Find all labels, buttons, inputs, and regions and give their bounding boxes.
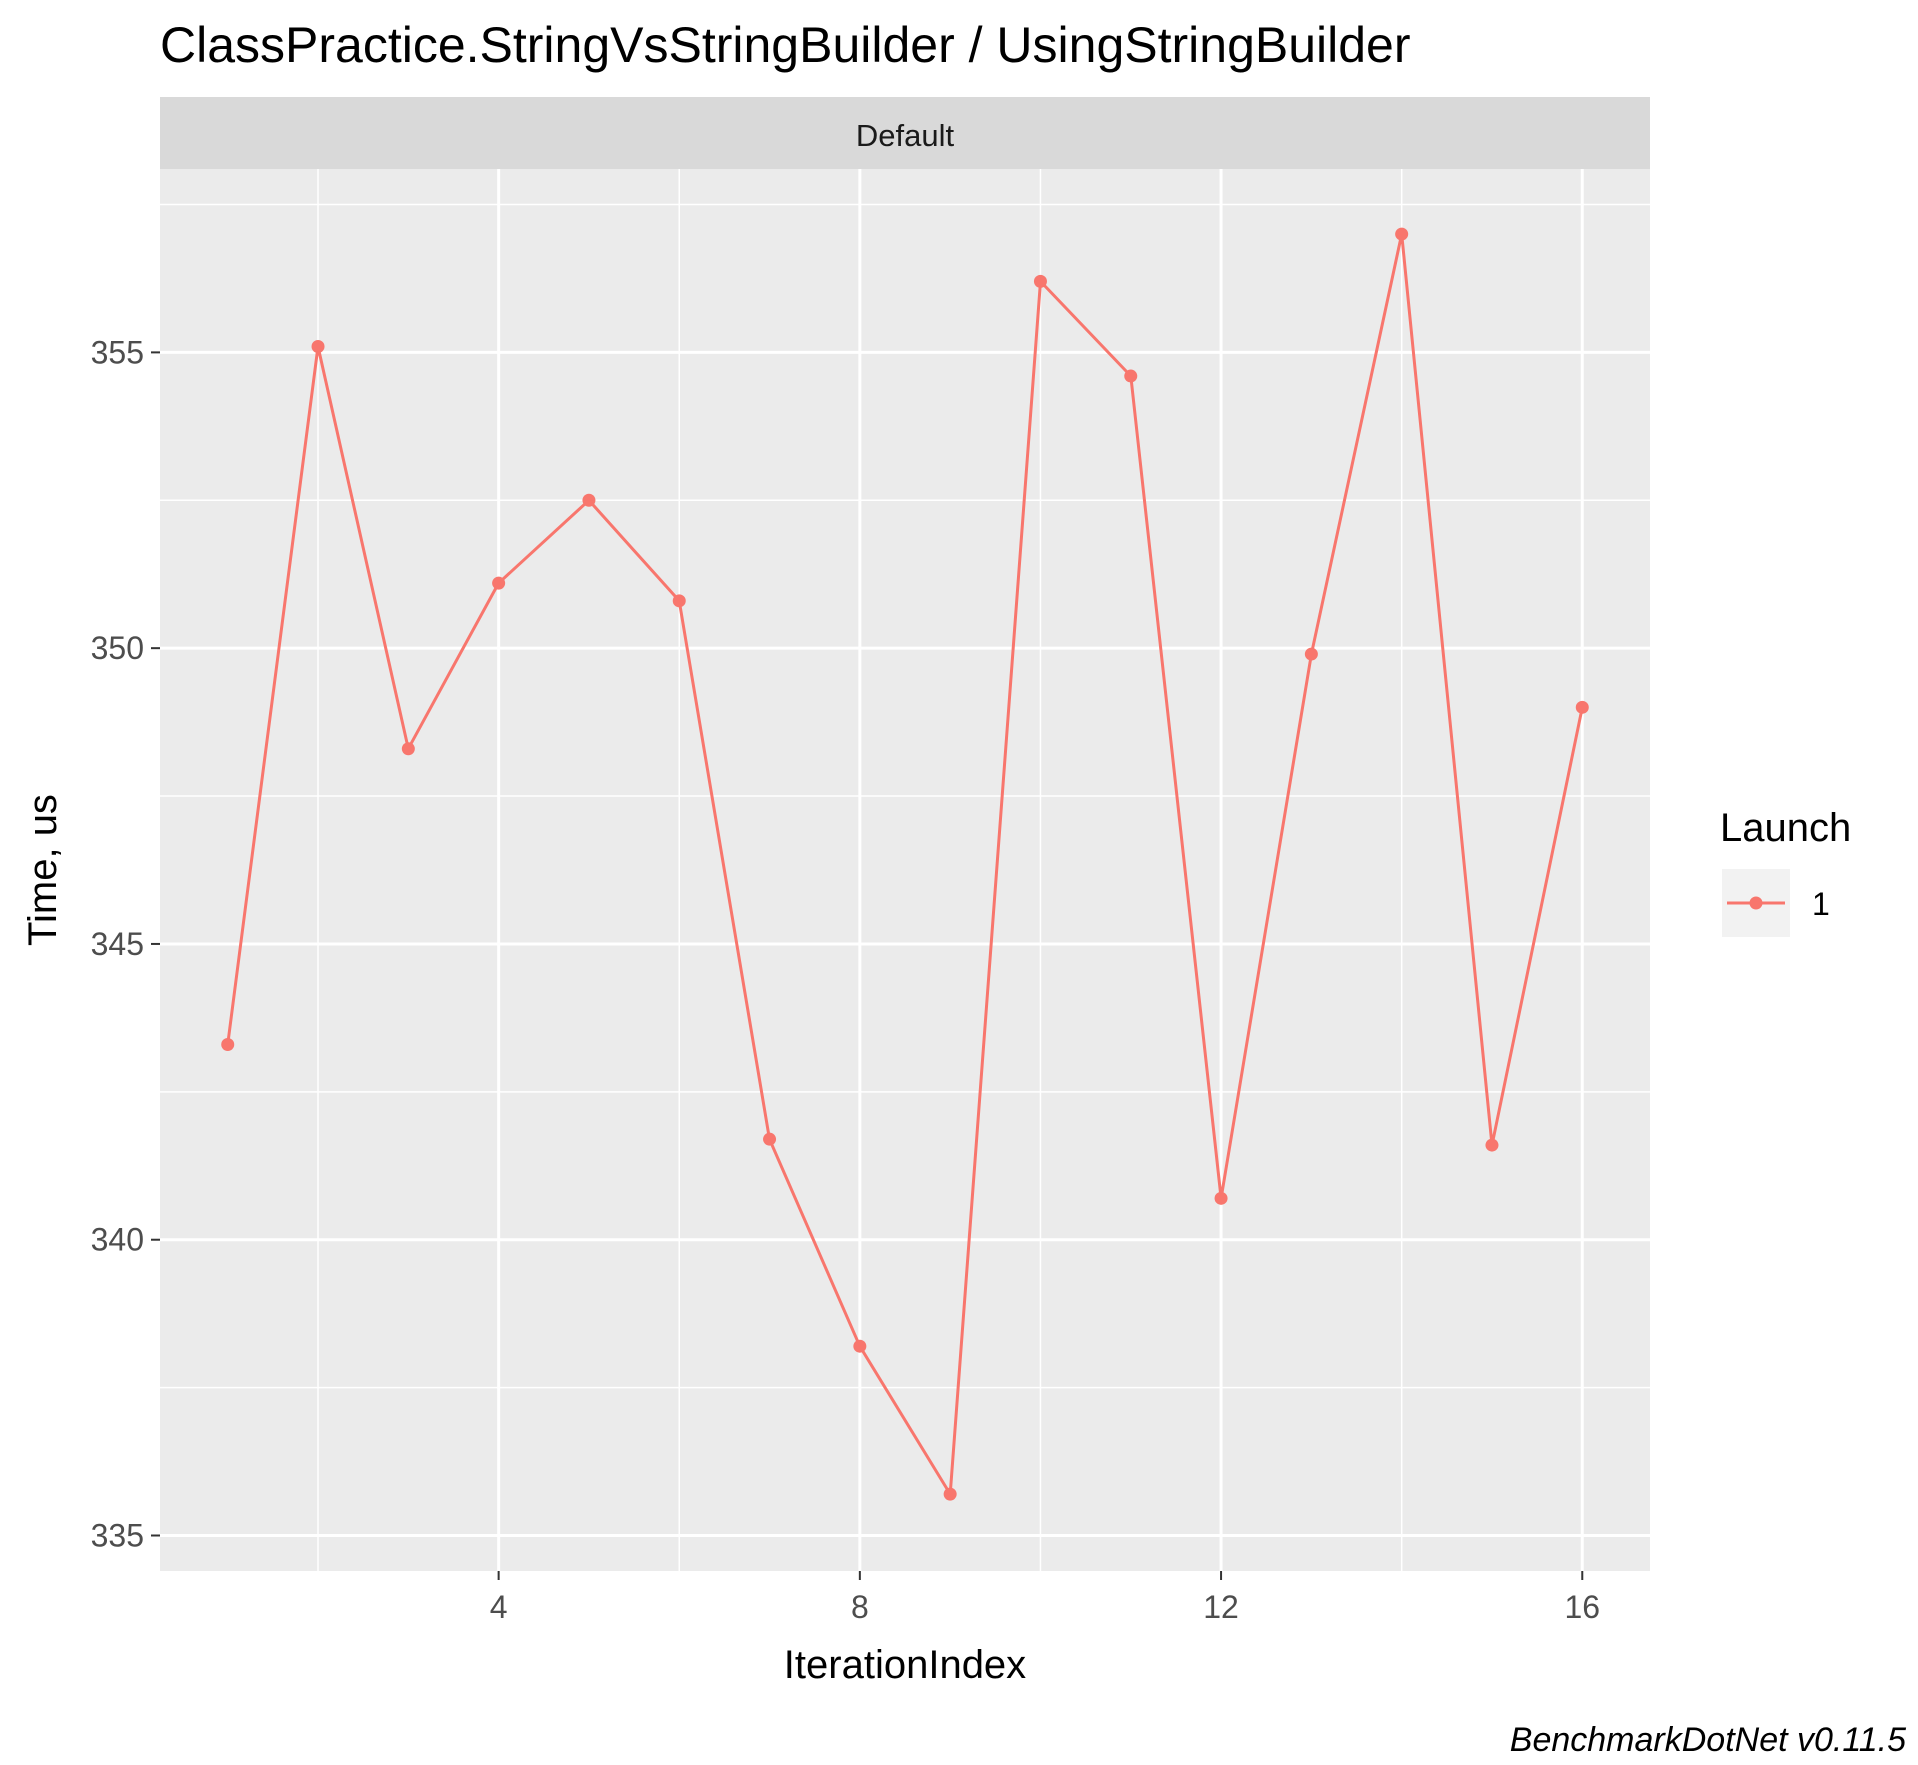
legend-entry-label: 1 bbox=[1812, 886, 1830, 922]
y-axis-title: Time, us bbox=[21, 794, 65, 946]
y-tick-label: 355 bbox=[91, 334, 144, 370]
facet-strip bbox=[160, 97, 1650, 169]
data-point bbox=[221, 1038, 235, 1052]
x-tick-label: 8 bbox=[851, 1589, 869, 1625]
legend-key-point bbox=[1749, 896, 1763, 910]
chart-title: ClassPractice.StringVsStringBuilder / Us… bbox=[160, 17, 1411, 73]
plot-panel bbox=[160, 169, 1650, 1571]
minor-gridlines bbox=[160, 169, 1650, 1571]
major-gridlines bbox=[160, 169, 1650, 1571]
data-point bbox=[401, 742, 415, 756]
data-point bbox=[582, 493, 596, 507]
y-tick-label: 350 bbox=[91, 630, 144, 666]
data-point bbox=[1485, 1138, 1499, 1152]
data-point bbox=[943, 1487, 957, 1501]
data-point bbox=[1124, 369, 1138, 383]
data-point bbox=[763, 1132, 777, 1146]
data-point bbox=[1214, 1191, 1228, 1205]
x-axis-title: IterationIndex bbox=[784, 1643, 1026, 1687]
series-line bbox=[226, 232, 1584, 1496]
data-point bbox=[672, 594, 686, 608]
x-tick-label: 16 bbox=[1564, 1589, 1600, 1625]
data-point bbox=[1395, 227, 1409, 241]
data-point bbox=[853, 1339, 867, 1353]
y-tick-label: 340 bbox=[91, 1222, 144, 1258]
legend-title: Launch bbox=[1720, 806, 1851, 850]
y-tick-label: 335 bbox=[91, 1518, 144, 1554]
data-point bbox=[1304, 647, 1318, 661]
chart-caption: BenchmarkDotNet v0.11.5 bbox=[1510, 1721, 1906, 1759]
data-point bbox=[311, 339, 325, 353]
data-point bbox=[492, 576, 506, 590]
series-layer bbox=[221, 227, 1589, 1501]
x-tick-label: 12 bbox=[1203, 1589, 1239, 1625]
x-axis: 4 8 12 16 bbox=[490, 1571, 1600, 1625]
x-tick-label: 4 bbox=[490, 1589, 508, 1625]
y-tick-label: 345 bbox=[91, 926, 144, 962]
facet-label: Default bbox=[856, 118, 955, 153]
data-point bbox=[1575, 700, 1589, 714]
y-axis: 335 340 345 350 355 bbox=[91, 334, 160, 1554]
data-point bbox=[1033, 274, 1047, 288]
